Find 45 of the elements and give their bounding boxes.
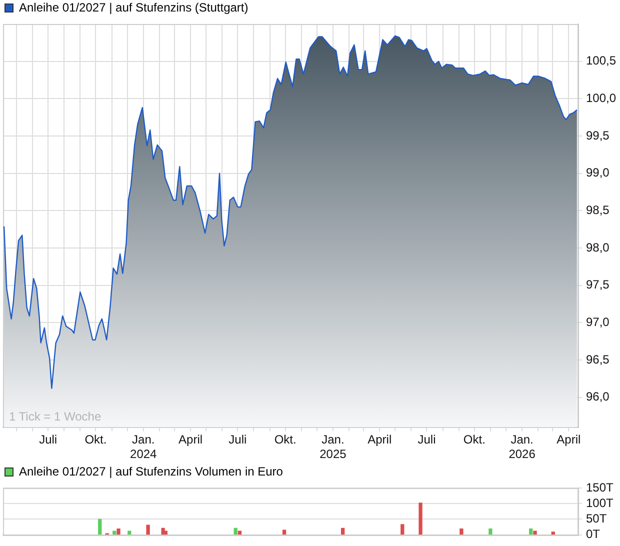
- y-tick-label: 97,5: [586, 278, 610, 292]
- bar: [460, 528, 464, 535]
- legend-label: Anleihe 01/2027 | auf Stufenzins (Stuttgart): [19, 0, 248, 14]
- bar: [551, 532, 555, 535]
- y-tick-label: 97,0: [586, 314, 610, 329]
- bar: [112, 530, 116, 535]
- bar: [116, 528, 120, 535]
- annotation: 1 Tick = 1 Woche: [9, 410, 102, 424]
- bar: [146, 524, 150, 535]
- x-tick-label: April: [178, 432, 203, 447]
- bar: [164, 530, 168, 535]
- bar: [400, 524, 404, 535]
- x-tick-label: April: [368, 432, 392, 447]
- bar: [533, 530, 537, 535]
- y-tick-label: 96,5: [586, 352, 610, 366]
- bar: [488, 528, 492, 535]
- y-tick-label: 100,5: [586, 54, 616, 68]
- y-tick-label: 0T: [586, 527, 601, 542]
- bar: [238, 530, 242, 535]
- x-tick-label: Juli: [418, 432, 436, 447]
- x-tick-label: Juli: [228, 432, 247, 447]
- x-tick-label: Juli: [39, 432, 58, 447]
- x-tick-label: Jan. 2024: [130, 432, 158, 462]
- x-tick-label: Okt.: [84, 432, 107, 447]
- bar: [98, 518, 102, 535]
- y-tick-label: 99,0: [586, 166, 610, 180]
- bar: [340, 528, 345, 535]
- x-tick-label: Okt.: [274, 432, 296, 447]
- y-tick-label: 98,5: [586, 202, 610, 217]
- y-tick-label: 96,0: [586, 390, 610, 404]
- legend-label: Anleihe 01/2027 | auf Stufenzins Volumen in Euro: [19, 464, 284, 478]
- x-tick-label: April: [556, 432, 581, 447]
- y-tick-label: 100,0: [586, 90, 616, 105]
- bar: [234, 528, 238, 535]
- x-tick-label: Jan. 2026: [508, 432, 536, 462]
- y-tick-label: 99,5: [586, 128, 610, 142]
- y-tick-label: 98,0: [586, 240, 610, 254]
- bar: [529, 528, 533, 535]
- y-tick-label: 50T: [586, 512, 608, 526]
- bar: [418, 502, 422, 535]
- y-tick-label: 100T: [586, 496, 614, 510]
- x-tick-label: Jan. 2025: [320, 432, 347, 462]
- y-tick-label: 150T: [586, 480, 614, 494]
- bar: [128, 530, 132, 535]
- x-tick-label: Okt.: [463, 432, 486, 447]
